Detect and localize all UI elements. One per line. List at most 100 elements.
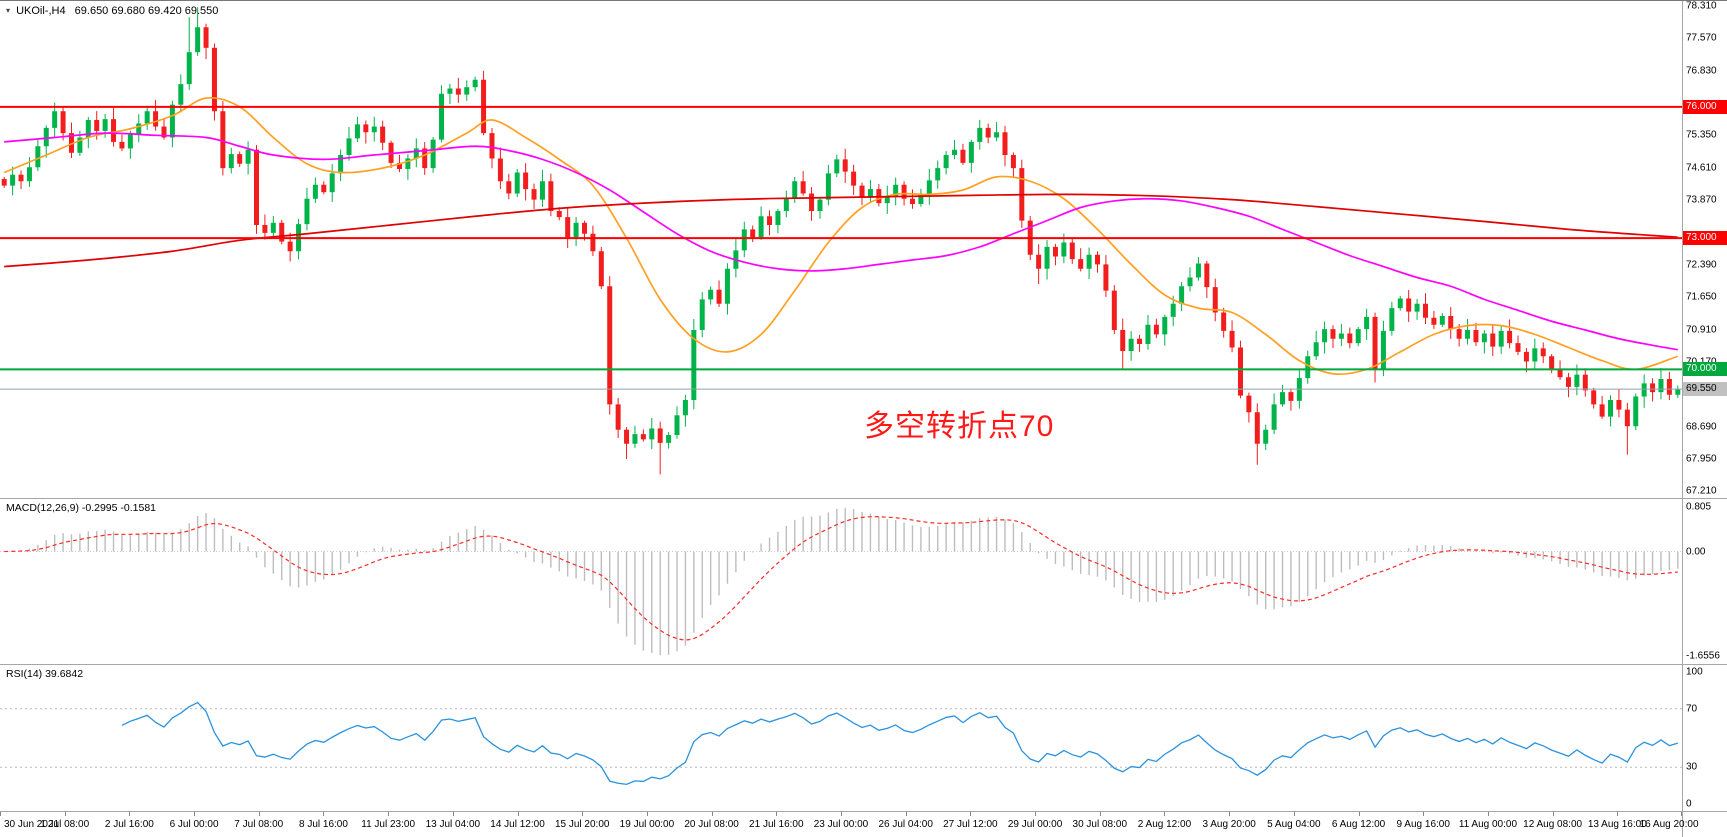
time-tick <box>1487 812 1489 816</box>
time-label: 13 Aug 16:00 <box>1587 819 1647 830</box>
macd-axis-label: 0.805 <box>1686 501 1712 513</box>
time-label: 3 Aug 20:00 <box>1202 819 1256 830</box>
symbol-timeframe-label: UKOil-,H4 <box>16 5 66 17</box>
time-label: 21 Jul 16:00 <box>749 819 804 830</box>
time-label: 7 Jul 08:00 <box>234 819 284 830</box>
time-tick <box>711 812 713 816</box>
main-chart-pane[interactable]: ▾ UKOil-,H4 69.650 69.680 69.420 69.550 … <box>0 1 1682 498</box>
rsi-axis-label: 70 <box>1686 703 1698 715</box>
time-tick <box>0 812 1 816</box>
time-label: 14 Jul 12:00 <box>490 819 545 830</box>
time-tick <box>452 812 454 816</box>
time-axis[interactable]: 30 Jun 2021 1 Jul 08:00 2 Jul 16:00 6 Jul 0… <box>0 811 1699 837</box>
ma-mid-magenta <box>4 132 1678 351</box>
time-tick <box>1552 812 1554 816</box>
price-axis-label: 75.350 <box>1686 129 1717 141</box>
time-label: 30 Jul 08:00 <box>1072 819 1128 830</box>
time-label: 11 Jul 23:00 <box>361 819 416 830</box>
rsi-axis-label: 30 <box>1686 761 1698 773</box>
price-tag-76.000: 76.000 <box>1683 99 1727 114</box>
macd-axis[interactable]: 0.805 0.00 -1.6556 <box>1682 498 1727 664</box>
time-tick <box>905 812 907 816</box>
time-tick <box>323 812 325 816</box>
time-tick <box>970 812 972 816</box>
time-tick <box>64 812 66 816</box>
chart-header: ▾ UKOil-,H4 69.650 69.680 69.420 69.550 <box>6 5 218 17</box>
candlestick-chart[interactable] <box>0 1 1682 498</box>
time-tick <box>1229 812 1231 816</box>
time-label: 20 Jul 08:00 <box>684 819 739 830</box>
time-tick <box>1035 812 1037 816</box>
time-tick <box>129 812 131 816</box>
rsi-label: RSI(14) 39.6842 <box>6 668 84 680</box>
price-axis-label: 72.390 <box>1686 259 1717 271</box>
price-axis-label: 67.950 <box>1686 453 1717 465</box>
time-tick <box>841 812 842 816</box>
time-label: 23 Jul 00:00 <box>813 819 869 830</box>
time-tick <box>1358 812 1360 816</box>
time-tick <box>582 812 584 816</box>
time-label: 13 Jul 04:00 <box>425 819 481 830</box>
time-label: 2 Aug 12:00 <box>1137 819 1192 830</box>
ohlc-values-label: 69.650 69.680 69.420 69.550 <box>74 5 219 17</box>
time-label: 29 Jul 00:00 <box>1007 819 1063 830</box>
price-axis-label: 73.870 <box>1686 194 1717 206</box>
horizontal-lines-layer <box>0 105 1682 390</box>
ma-slow-red <box>4 193 1678 268</box>
rsi-chart[interactable] <box>0 665 1682 811</box>
price-axis[interactable]: 78.310 77.570 76.830 75.350 74.610 73.870 72.3… <box>1682 1 1727 498</box>
macd-chart[interactable] <box>0 499 1682 664</box>
macd-histogram <box>11 507 1679 656</box>
macd-axis-label: -1.6556 <box>1686 650 1720 662</box>
time-tick <box>1681 812 1682 816</box>
macd-label: MACD(12,26,9) -0.2995 -0.1581 <box>6 502 156 514</box>
time-tick <box>258 812 260 816</box>
time-label: 6 Jul 00:00 <box>169 819 219 830</box>
price-axis-label: 71.650 <box>1686 291 1717 303</box>
time-label: 2 Jul 16:00 <box>104 819 154 830</box>
price-axis-label: 77.570 <box>1686 32 1717 44</box>
bid-price-tag: 69.550 <box>1683 382 1727 397</box>
price-axis-label: 68.690 <box>1686 421 1717 433</box>
price-axis-label: 67.210 <box>1686 485 1717 497</box>
time-label: 6 Aug 12:00 <box>1331 819 1386 830</box>
time-tick <box>194 812 196 816</box>
time-label: 8 Jul 16:00 <box>298 819 348 830</box>
time-label: 19 Jul 00:00 <box>619 819 675 830</box>
time-tick <box>776 812 778 816</box>
macd-pane[interactable]: MACD(12,26,9) -0.2995 -0.1581 <box>0 498 1682 664</box>
time-label: 30 Jun 2021 <box>4 819 60 830</box>
rsi-axis-label: 0 <box>1686 798 1692 810</box>
time-label: 26 Jul 04:00 <box>878 819 933 830</box>
price-tag-70.000: 70.000 <box>1683 362 1727 377</box>
time-tick <box>517 812 519 816</box>
price-axis-label: 70.910 <box>1686 324 1717 336</box>
time-tick <box>1617 812 1619 816</box>
time-label: 15 Jul 20:00 <box>554 819 610 830</box>
chart-annotation-text: 多空转折点70 <box>864 410 1055 443</box>
candles-layer <box>1 7 1681 475</box>
time-label: 11 Aug 00:00 <box>1458 819 1518 830</box>
time-tick <box>1423 812 1425 816</box>
price-axis-label: 74.610 <box>1686 162 1717 174</box>
ma-fast-orange <box>3 96 1679 376</box>
symbol-marker-icon: ▾ <box>6 6 11 15</box>
rsi-axis-label: 100 <box>1686 666 1703 678</box>
time-label: 16 Aug 20:00 <box>1639 819 1699 830</box>
time-label: 1 Jul 08:00 <box>40 819 90 830</box>
macd-signal-line <box>4 516 1678 641</box>
rsi-line <box>121 701 1678 786</box>
time-label: 27 Jul 12:00 <box>943 819 998 830</box>
rsi-pane[interactable]: RSI(14) 39.6842 <box>0 664 1682 811</box>
time-label: 12 Aug 08:00 <box>1523 819 1583 830</box>
time-tick <box>1164 812 1166 816</box>
time-label: 9 Aug 16:00 <box>1396 819 1450 830</box>
rsi-axis[interactable]: 100 70 30 0 <box>1682 664 1727 811</box>
macd-axis-label: 0.00 <box>1686 546 1706 558</box>
price-tag-73.000: 73.000 <box>1683 231 1727 246</box>
moving-averages-layer <box>3 96 1679 376</box>
time-tick <box>646 812 648 816</box>
time-tick <box>1099 812 1101 816</box>
time-label: 5 Aug 04:00 <box>1267 819 1321 830</box>
